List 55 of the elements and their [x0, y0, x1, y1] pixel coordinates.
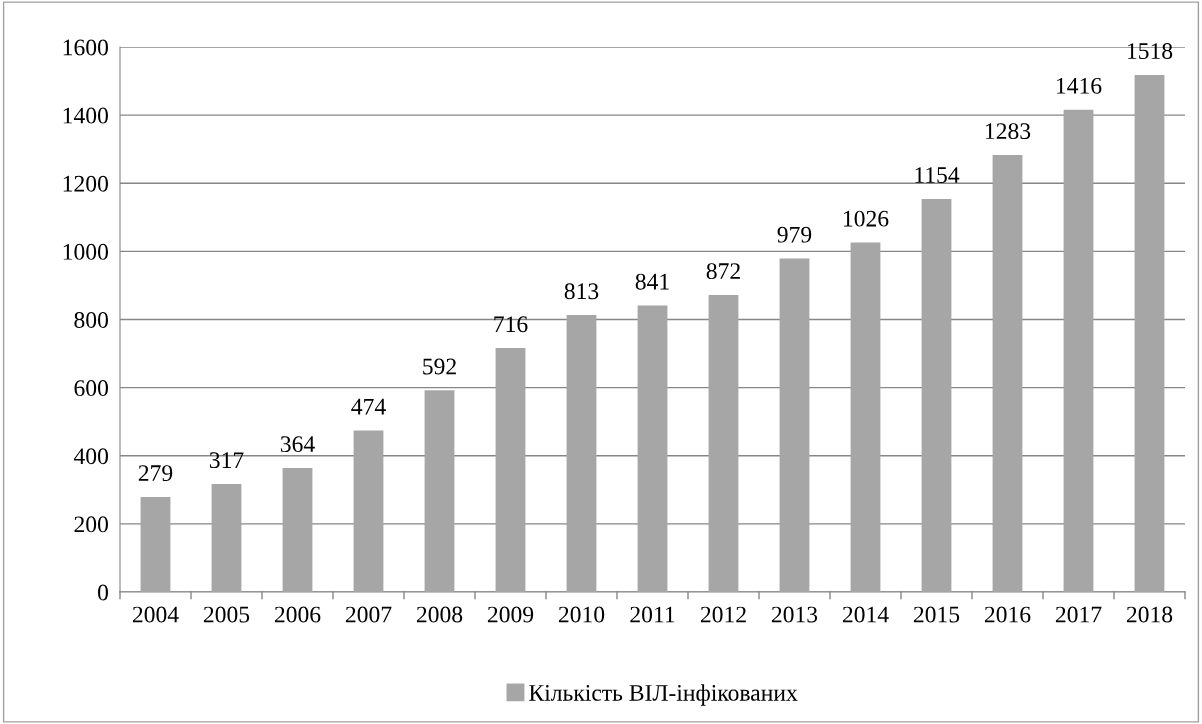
x-tick-label: 2009 — [487, 606, 534, 623]
x-tick-label: 2015 — [913, 606, 960, 623]
bar — [1134, 74, 1165, 592]
bar — [921, 198, 952, 592]
y-tick-label: 600 — [74, 380, 108, 397]
x-tick-label: 2008 — [416, 606, 463, 623]
bar — [779, 258, 810, 592]
bar — [424, 390, 455, 592]
bar — [992, 154, 1023, 592]
data-label: 1416 — [1056, 77, 1102, 94]
bar — [566, 315, 597, 592]
data-label: 872 — [706, 263, 740, 280]
x-tick-label: 2005 — [203, 606, 250, 623]
x-tick-label: 2010 — [558, 606, 605, 623]
bar — [708, 294, 739, 592]
x-tick-label: 2016 — [984, 606, 1031, 623]
data-label: 841 — [635, 273, 669, 290]
data-label: 364 — [280, 436, 315, 453]
bar — [353, 430, 384, 592]
y-tick-label: 200 — [74, 516, 108, 533]
x-tick-label: 2007 — [345, 606, 392, 623]
legend-label: Кількість ВІЛ-інфікованих — [529, 684, 798, 706]
bar — [140, 496, 171, 592]
data-label: 317 — [209, 452, 244, 469]
x-tick-label: 2011 — [630, 606, 675, 623]
data-label: 813 — [564, 283, 599, 300]
data-label: 474 — [351, 398, 386, 415]
bar — [282, 468, 313, 592]
y-tick-label: 1600 — [63, 39, 108, 56]
data-label: 1026 — [843, 210, 889, 227]
data-label: 1283 — [985, 123, 1031, 140]
y-tick-label: 1000 — [63, 243, 108, 260]
y-tick-label: 1400 — [63, 107, 108, 124]
x-tick-label: 2004 — [132, 606, 179, 623]
y-tick-label: 1200 — [63, 175, 108, 192]
x-tick-label: 2017 — [1055, 606, 1102, 623]
data-label: 979 — [777, 226, 812, 243]
x-tick-label: 2006 — [274, 606, 321, 623]
bar — [850, 242, 881, 592]
data-label: 1518 — [1127, 43, 1173, 60]
y-tick-label: 800 — [74, 311, 108, 328]
x-tick-label: 2014 — [842, 606, 889, 623]
bar — [637, 305, 668, 592]
x-tick-label: 2012 — [700, 606, 746, 623]
y-tick-label: 400 — [73, 448, 108, 465]
bar — [211, 484, 242, 592]
data-label: 716 — [494, 316, 528, 333]
x-tick-label: 2018 — [1126, 606, 1173, 623]
y-tick-label: 0 — [97, 584, 108, 601]
bar — [495, 348, 526, 592]
data-label: 279 — [138, 465, 173, 482]
data-label: 592 — [423, 358, 456, 375]
data-label: 1154 — [915, 167, 960, 184]
bar — [1063, 109, 1094, 592]
x-tick-label: 2013 — [771, 606, 818, 623]
